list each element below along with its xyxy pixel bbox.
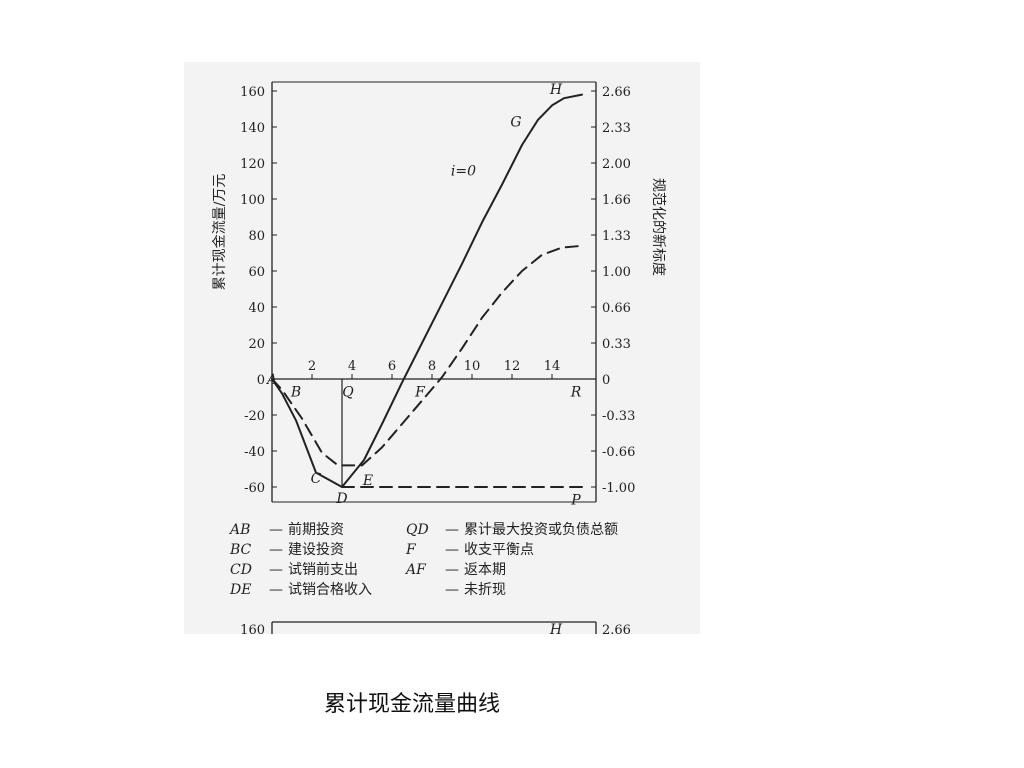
legend-dash: — — [269, 522, 283, 538]
legend-text: 建设投资 — [288, 542, 344, 558]
series-line-dashed — [271, 244, 583, 467]
y-tick-label-left: 20 — [248, 337, 265, 352]
series-line-undiscounted — [271, 93, 583, 488]
legend-item: F — 收支平衡点 — [406, 540, 618, 560]
y-tick-label-left: -60 — [244, 481, 265, 496]
legend-text: 试销合格收入 — [288, 582, 372, 598]
point-label-F: F — [414, 385, 426, 401]
legend-text: 试销前支出 — [288, 562, 358, 578]
y-tick-label-left: 140 — [240, 121, 265, 136]
y-tick-label-right: 1.66 — [602, 193, 631, 208]
y-tick-label-right: 2.66 — [602, 85, 631, 100]
y-tick-label-left: 160 — [240, 85, 265, 100]
legend-key: AB — [230, 522, 251, 538]
point-label-R: R — [570, 385, 582, 401]
point-label-P: P — [570, 493, 581, 509]
legend-text: 未折现 — [464, 582, 506, 598]
cash-flow-chart: 160140120100806040200-20-40-602.662.332.… — [212, 81, 667, 634]
y-axis-title-left: 累计现金流量/万元 — [212, 174, 228, 291]
legend-text: 返本期 — [464, 562, 506, 578]
x-tick-label: 14 — [544, 359, 561, 374]
y-axis-title-right: 规范化的新标度 — [650, 178, 667, 276]
point-label-H: H — [549, 82, 563, 98]
legend-key: BC — [230, 542, 252, 558]
legend-text: 累计最大投资或负债总额 — [464, 522, 618, 538]
legend-dash: — — [445, 522, 459, 538]
legend-key: F — [406, 542, 416, 558]
y-tick-label-left: 40 — [248, 301, 265, 316]
y-tick-label-right: 1.33 — [602, 229, 631, 244]
y-tick-label-right: 2.00 — [602, 157, 631, 172]
y-tick-label-left: 80 — [248, 229, 265, 244]
legend-item: CD — 试销前支出 — [230, 560, 372, 580]
y-tick-label-left: -40 — [244, 445, 265, 460]
legend-key: CD — [230, 562, 252, 578]
x-tick-label: 4 — [348, 359, 356, 374]
x-tick-label: 2 — [308, 359, 316, 374]
legend-dash: — — [269, 542, 283, 558]
y-tick-label-left: 60 — [248, 265, 265, 280]
legend-item: — 未折现 — [406, 580, 618, 600]
point-label-B: B — [290, 385, 301, 401]
legend-text: 收支平衡点 — [464, 542, 534, 558]
legend-key: DE — [230, 582, 252, 598]
legend-key — [406, 580, 440, 600]
y-tick-label-right: -0.66 — [602, 445, 635, 460]
x-tick-label: 10 — [464, 359, 481, 374]
legend-right: QD — 累计最大投资或负债总额 F — 收支平衡点 AF — 返本期 — 未折现 — [406, 520, 618, 600]
legend-left: AB — 前期投资 BC — 建设投资 CD — 试销前支出 DE — 试销合格收入 — [230, 520, 372, 600]
y-tick-label-left: 120 — [240, 157, 265, 172]
legend-dash: — — [445, 562, 459, 578]
legend-dash: — — [269, 582, 283, 598]
y-tick-label-right: 2.33 — [602, 121, 631, 136]
point-label-D: D — [335, 491, 347, 507]
point-label-E: E — [362, 473, 373, 489]
legend-dash: — — [445, 582, 459, 598]
y-tick-label-right: -0.33 — [602, 409, 635, 424]
legend-item: BC — 建设投资 — [230, 540, 372, 560]
x-tick-label: 8 — [428, 359, 436, 374]
y-tick-label-right: 1.00 — [602, 265, 631, 280]
y-tick-label-right: 0.33 — [602, 337, 631, 352]
legend-dash: — — [445, 542, 459, 558]
y-tick-label-right: -1.00 — [602, 481, 635, 496]
x-tick-label: 6 — [388, 359, 396, 374]
chart-figure: 160 140 120 100 80 60 40 20 0 -20 -40 -60 2.66 2.33 2.… — [184, 62, 700, 634]
legend-key: AF — [406, 562, 426, 578]
legend-text: 前期投资 — [288, 522, 344, 538]
y-tick-label-right: 0.66 — [602, 301, 631, 316]
next-panel-left-tick: 160 — [240, 623, 265, 634]
point-label-A: A — [265, 372, 277, 388]
figure-caption: 累计现金流量曲线 — [324, 692, 501, 717]
legend-item: DE — 试销合格收入 — [230, 580, 372, 600]
curve-annotation: i=0 — [451, 164, 476, 180]
legend-item: AB — 前期投资 — [230, 520, 372, 540]
legend-item: AF — 返本期 — [406, 560, 618, 580]
legend-dash: — — [269, 562, 283, 578]
y-tick-label-left: 0 — [257, 373, 265, 388]
point-label-C: C — [311, 471, 322, 487]
y-tick-label-left: -20 — [244, 409, 265, 424]
y-tick-label-left: 100 — [240, 193, 265, 208]
next-panel-right-tick: 2.66 — [602, 623, 631, 634]
next-panel-point-label: H — [549, 622, 563, 634]
y-tick-label-right: 0 — [602, 373, 610, 388]
legend-item: QD — 累计最大投资或负债总额 — [406, 520, 618, 540]
point-label-Q: Q — [342, 385, 354, 401]
legend-key: QD — [406, 522, 429, 538]
x-tick-label: 12 — [504, 359, 521, 374]
point-label-G: G — [510, 115, 521, 131]
